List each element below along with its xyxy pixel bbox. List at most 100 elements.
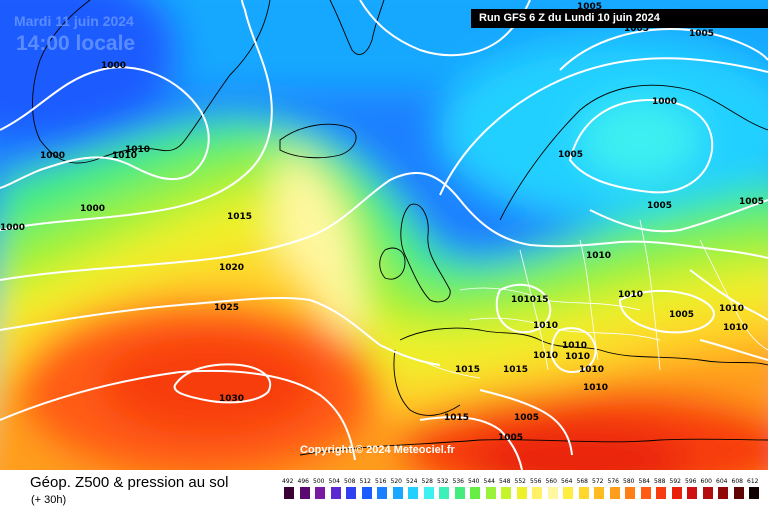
scale-value-label: 532 [437, 478, 449, 485]
scale-value-label: 528 [421, 478, 433, 485]
scale-value-label: 592 [669, 478, 681, 485]
scale-color-swatch [284, 487, 294, 499]
scale-value-label: 596 [685, 478, 697, 485]
scale-value-label: 520 [390, 478, 402, 485]
scale-value-label: 500 [313, 478, 325, 485]
scale-color-swatch [563, 487, 573, 499]
scale-color-swatch [702, 487, 713, 499]
isobar-label: 1005 [647, 201, 672, 211]
scale-color-swatch [656, 487, 666, 499]
isobar-value-labels: 1005 1005 1005 1000 1000 1010 1000 1010 … [0, 2, 764, 443]
isobar-label: 1005 [689, 29, 714, 39]
scale-color-swatch [625, 487, 635, 499]
scale-value-label: 572 [592, 478, 604, 485]
scale-color-swatch [377, 487, 387, 499]
scale-value-label: 540 [468, 478, 480, 485]
scale-value-label: 544 [483, 478, 495, 485]
scale-value-label: 536 [452, 478, 464, 485]
isobar-label: 1000 [0, 223, 25, 233]
country-borders [419, 219, 768, 379]
scale-color-swatch [299, 487, 310, 499]
isobar-label: 1000 [652, 97, 677, 107]
isobar-label: 1010 [579, 365, 604, 375]
scale-color-swatch [423, 487, 434, 499]
isobar-label: 1005 [739, 197, 764, 207]
scale-value-label: 580 [623, 478, 635, 485]
model-run-info: Run GFS 6 Z du Lundi 10 juin 2024 [471, 9, 768, 28]
scale-value-label: 600 [700, 478, 712, 485]
isobar-label: 1015 [455, 365, 480, 375]
scale-value-label: 584 [638, 478, 650, 485]
scale-value-label: 524 [406, 478, 418, 485]
scale-color-swatch [392, 487, 403, 499]
geopotential-map: 1005 1005 1005 1000 1000 1010 1000 1010 … [0, 0, 768, 470]
scale-value-label: 492 [282, 478, 294, 485]
scale-color-swatch [547, 487, 558, 499]
scale-color-swatch [408, 487, 418, 499]
isobar-label: 1030 [219, 394, 244, 404]
copyright-notice: Copyright © 2024 Meteociel.fr [300, 444, 455, 456]
scale-color-swatch [671, 487, 682, 499]
isobar-label: 1010 [562, 341, 587, 351]
isobar-label: 1025 [214, 303, 239, 313]
map-title: Géop. Z500 & pression au sol [30, 474, 229, 491]
scale-color-swatch [516, 487, 527, 499]
isobar-label: 1005 [577, 2, 602, 12]
isobar-label: 1005 [624, 24, 649, 34]
scale-value-label: 516 [375, 478, 387, 485]
scale-color-swatch [640, 487, 651, 499]
scale-value-label: 604 [716, 478, 728, 485]
scale-color-swatch [485, 487, 496, 499]
isobar-label: 1005 [669, 310, 694, 320]
scale-value-label: 556 [530, 478, 542, 485]
scale-value-label: 588 [654, 478, 666, 485]
scale-value-label: 576 [607, 478, 619, 485]
scale-color-swatch [733, 487, 744, 499]
isobar-label: 1010 [533, 321, 558, 331]
scale-color-swatch [532, 487, 542, 499]
isobar-label: 1005 [498, 433, 523, 443]
isobar-label: 1010 [583, 383, 608, 393]
forecast-time: 14:00 locale [16, 32, 136, 55]
scale-value-label: 608 [731, 478, 743, 485]
scale-color-swatch [330, 487, 341, 499]
forecast-date: Mardi 11 juin 2024 [14, 13, 134, 29]
isobar-label: 1010 [565, 352, 590, 362]
scale-color-swatch [578, 487, 589, 499]
scale-value-label: 504 [328, 478, 340, 485]
isobar-label: 1000 [101, 61, 126, 71]
scale-value-label: 548 [499, 478, 511, 485]
isobar-label: 1005 [514, 413, 539, 423]
scale-value-label: 564 [561, 478, 573, 485]
scale-value-label: 612 [747, 478, 759, 485]
scale-color-swatch [346, 487, 356, 499]
scale-color-swatch [439, 487, 449, 499]
scale-color-swatch [687, 487, 697, 499]
isobar-label: 1010 [586, 251, 611, 261]
isobar-label: 1015 [227, 212, 252, 222]
scale-value-label: 496 [297, 478, 309, 485]
isobar-label: 1010 [112, 151, 137, 161]
scale-value-label: 568 [576, 478, 588, 485]
scale-value-label: 508 [344, 478, 356, 485]
isobars [0, 0, 768, 470]
scale-value-label: 512 [359, 478, 371, 485]
isobar-label: 1005 [558, 150, 583, 160]
isobar-label: 1020 [219, 263, 244, 273]
scale-color-swatch [454, 487, 465, 499]
forecast-lead-time: (+ 30h) [31, 494, 67, 506]
isobar-label: 1010 [719, 304, 744, 314]
isobar-label: 1010 [618, 290, 643, 300]
scale-value-label: 552 [514, 478, 526, 485]
scale-color-swatch [609, 487, 620, 499]
coastlines [32, 0, 768, 456]
isobar-label: 1010 [533, 351, 558, 361]
isobar-label: 101015 [511, 295, 549, 305]
scale-color-swatch [749, 487, 759, 499]
scale-value-label: 560 [545, 478, 557, 485]
isobar-label: 1015 [444, 413, 469, 423]
isobar-label: 1000 [80, 204, 105, 214]
isobar-label: 1010 [723, 323, 748, 333]
scale-color-swatch [470, 487, 480, 499]
